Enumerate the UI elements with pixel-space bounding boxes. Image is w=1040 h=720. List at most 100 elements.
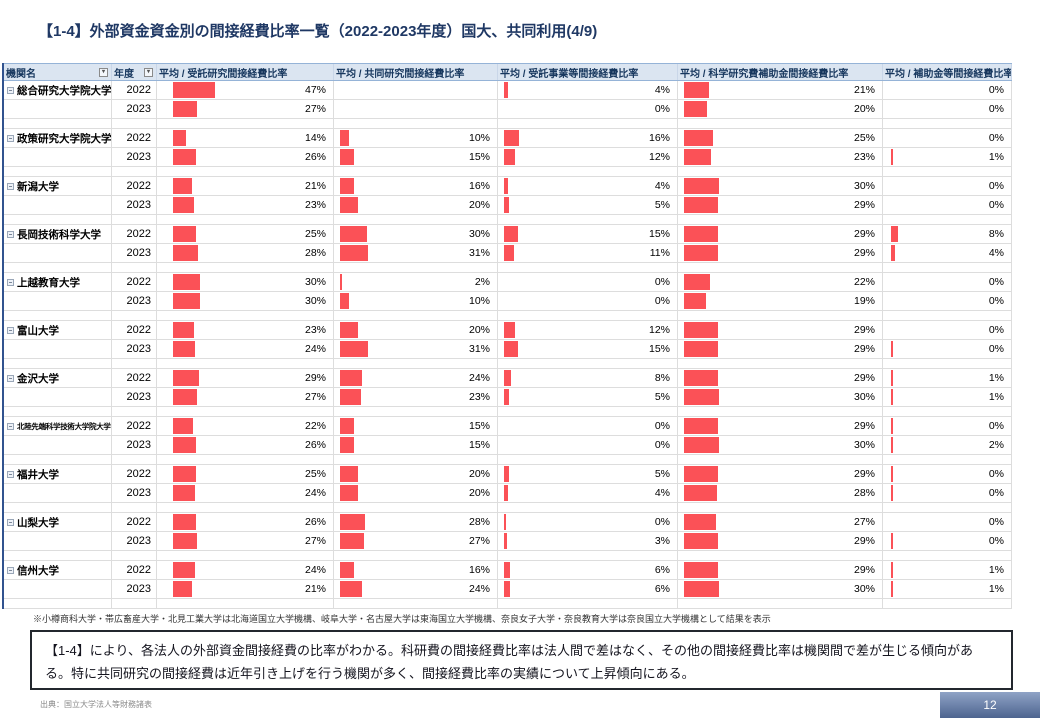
collapse-icon[interactable] — [7, 566, 14, 574]
spacer-cell — [334, 599, 498, 608]
institution-name-cell — [4, 148, 112, 166]
value-cell: 19% — [678, 292, 883, 310]
spacer-row — [4, 551, 1012, 561]
spacer-cell — [883, 503, 1012, 512]
collapse-icon[interactable] — [7, 86, 14, 94]
value-label: 15% — [648, 228, 670, 240]
collapse-icon[interactable] — [7, 182, 14, 190]
data-bar — [173, 226, 196, 242]
value-cell: 30% — [334, 225, 498, 243]
year-cell: 2023 — [112, 532, 157, 550]
institution-name-cell: 山梨大学 — [4, 513, 112, 531]
value-cell: 3% — [498, 532, 678, 550]
collapse-icon[interactable] — [7, 134, 14, 142]
data-bar — [684, 437, 720, 453]
spacer-cell — [4, 503, 112, 512]
spacer-cell — [4, 407, 112, 416]
collapse-icon[interactable] — [7, 278, 14, 286]
value-label: 28% — [468, 516, 490, 528]
value-cell: 0% — [883, 81, 1012, 99]
value-cell: 0% — [498, 513, 678, 531]
value-label: 1% — [988, 372, 1004, 384]
value-label: 1% — [988, 564, 1004, 576]
value-cell: 0% — [883, 196, 1012, 214]
spacer-row — [4, 311, 1012, 321]
value-cell: 25% — [157, 225, 334, 243]
value-cell: 0% — [498, 273, 678, 291]
value-cell: 24% — [157, 484, 334, 502]
value-label: 2% — [988, 439, 1004, 451]
year-cell: 2022 — [112, 273, 157, 291]
year-cell: 2023 — [112, 244, 157, 262]
data-bar — [504, 341, 518, 357]
value-cell: 15% — [334, 436, 498, 454]
data-bar — [891, 485, 893, 501]
data-bar — [684, 197, 718, 213]
spacer-cell — [4, 551, 112, 560]
data-bar — [684, 514, 716, 530]
collapse-icon[interactable] — [7, 374, 14, 382]
value-label: 19% — [853, 295, 875, 307]
spacer-cell — [334, 167, 498, 176]
data-bar — [340, 341, 368, 357]
value-cell: 22% — [678, 273, 883, 291]
collapse-icon[interactable] — [7, 470, 14, 478]
data-bar — [340, 226, 367, 242]
value-cell: 11% — [498, 244, 678, 262]
table-row: 富山大学 2022 23% 20% 12% 29% 0% — [4, 321, 1012, 340]
data-bar — [340, 437, 354, 453]
data-bar — [684, 274, 710, 290]
spacer-cell — [678, 167, 883, 176]
data-bar — [684, 466, 718, 482]
value-cell: 27% — [334, 532, 498, 550]
year-cell: 2022 — [112, 177, 157, 195]
table-row: 2023 21% 24% 6% 30% 1% — [4, 580, 1012, 599]
value-cell: 8% — [883, 225, 1012, 243]
value-label: 2% — [474, 276, 490, 288]
data-bar — [504, 178, 508, 194]
spacer-cell — [112, 311, 157, 320]
collapse-icon[interactable] — [7, 518, 14, 526]
summary-box: 【1-4】により、各法人の外部資金間接経費の比率がわかる。科研費の間接経費比率は… — [30, 630, 1013, 690]
value-cell: 29% — [678, 532, 883, 550]
filter-dropdown-icon[interactable] — [99, 67, 108, 77]
value-label: 20% — [468, 199, 490, 211]
value-cell: 4% — [498, 81, 678, 99]
table-row: 2023 26% 15% 12% 23% 1% — [4, 148, 1012, 167]
value-cell: 28% — [334, 513, 498, 531]
institution-name-cell: 新潟大学 — [4, 177, 112, 195]
spacer-cell — [4, 167, 112, 176]
data-bar — [504, 466, 509, 482]
collapse-icon[interactable] — [7, 230, 14, 238]
value-label: 25% — [304, 468, 326, 480]
spacer-cell — [678, 359, 883, 368]
institution-name-cell — [4, 580, 112, 598]
value-cell: 0% — [883, 129, 1012, 147]
collapse-icon[interactable] — [7, 326, 14, 334]
data-bar — [684, 581, 720, 597]
value-label: 28% — [853, 487, 875, 499]
value-cell: 20% — [334, 196, 498, 214]
value-label: 25% — [304, 228, 326, 240]
spacer-cell — [498, 119, 678, 128]
column-header-institution: 機関名 — [4, 64, 112, 80]
data-bar — [340, 514, 366, 530]
value-cell: 4% — [498, 177, 678, 195]
filter-dropdown-icon[interactable] — [144, 67, 153, 77]
spacer-cell — [678, 215, 883, 224]
value-cell: 0% — [498, 292, 678, 310]
data-bar — [891, 245, 895, 261]
institution-name-cell — [4, 196, 112, 214]
value-cell: 0% — [883, 465, 1012, 483]
value-label: 8% — [988, 228, 1004, 240]
column-header-kakenhi: 平均 / 科学研究費補助金間接経費比率 — [678, 64, 883, 80]
value-cell: 12% — [498, 148, 678, 166]
data-bar — [340, 149, 354, 165]
collapse-icon[interactable] — [7, 422, 14, 430]
institution-name-cell — [4, 100, 112, 118]
value-cell: 15% — [498, 225, 678, 243]
value-label: 29% — [853, 535, 875, 547]
spacer-cell — [334, 215, 498, 224]
table-header: 機関名 年度 平均 / 受託研究間接経費比率 平均 / 共同研究間接経費比率 平… — [4, 63, 1012, 81]
institution-name: 北陸先端科学技術大学院大学 — [17, 421, 111, 431]
